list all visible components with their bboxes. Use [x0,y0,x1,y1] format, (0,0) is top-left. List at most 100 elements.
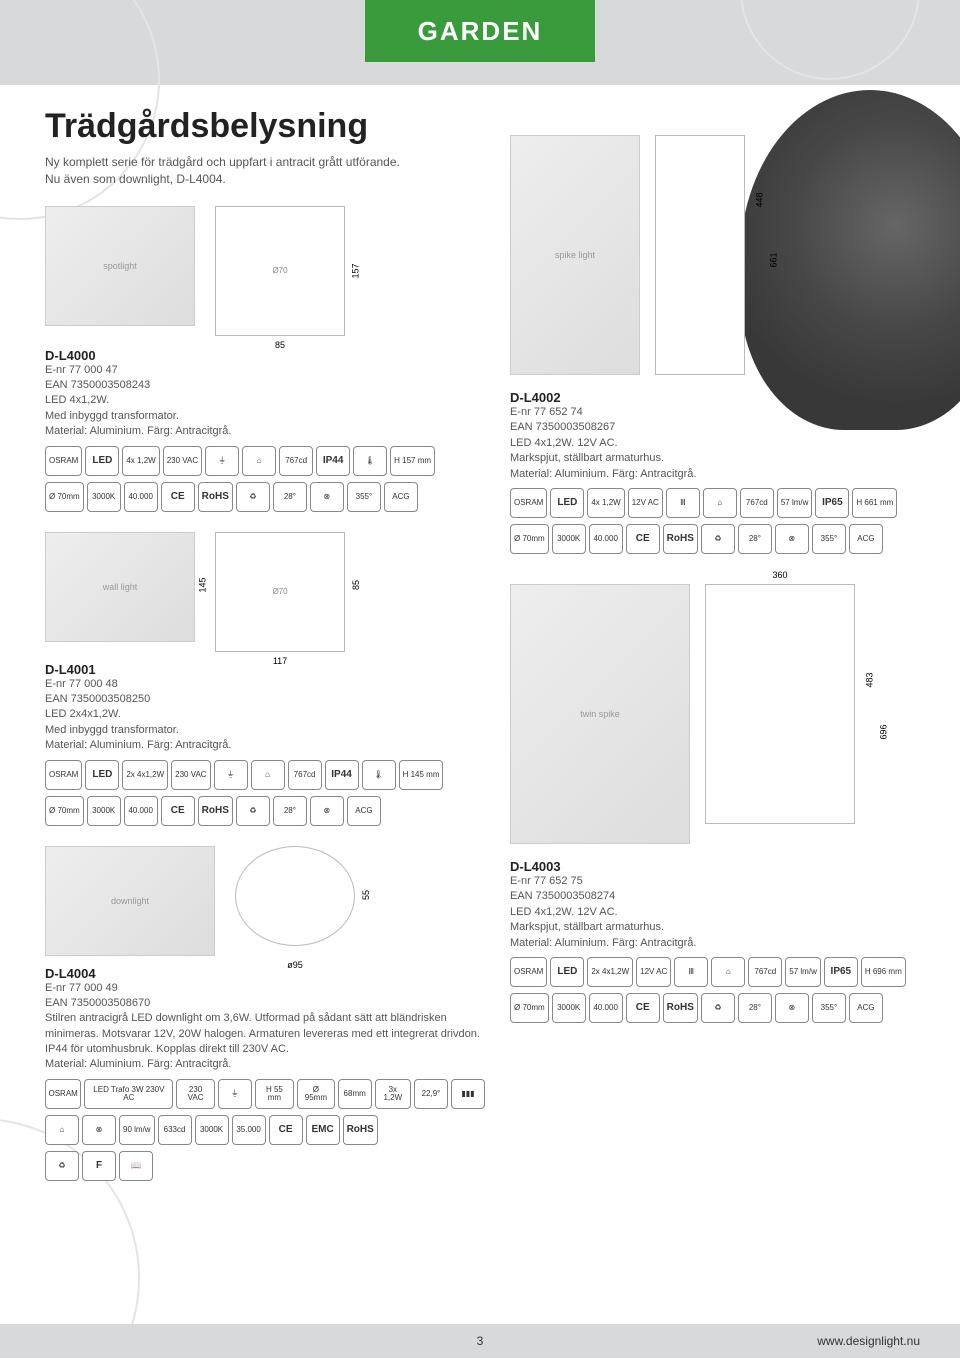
spec-ip-icon: IP44 [316,446,350,476]
product-photo-dl4004: downlight [45,846,215,956]
dimension-diagram-dl4001: Ø70 [215,532,345,652]
spec-vac-icon: 230 VAC [176,1079,214,1109]
page-number: 3 [477,1334,484,1348]
spec-rotate-icon: ⊗ [310,482,344,512]
intro-text: Ny komplett serie för trädgård och uppfa… [45,154,405,188]
product-dl4000: D-L4000 E-nr 77 000 47 EAN 7350003508243… [45,348,500,512]
spec-trafo-icon: LED Trafo 3W 230V AC [84,1079,173,1109]
spec-icons-row: Ø 70mm 3000K 40.000 CE RoHS ♻ 28° ⊗ ACG [45,796,500,826]
spec-ground-icon: ⏚ [218,1079,252,1109]
spec-life-icon: 40.000 [124,482,158,512]
spec-osram-icon: OSRAM [45,1079,81,1109]
spec-height-icon: H 145 mm [399,760,444,790]
footer-url: www.designlight.nu [817,1334,920,1348]
spec-tilt-icon: 355° [347,482,381,512]
product-enr: E-nr 77 000 49 [45,981,485,996]
product-ean: EAN 7350003508243 [45,378,500,393]
spec-vac-icon: 230 VAC [163,446,202,476]
spec-cd-icon: 633cd [158,1115,192,1145]
spec-angle-icon: 28° [273,482,307,512]
dim-label: ø95 [287,960,303,970]
dimension-diagram-dl4004 [235,846,355,946]
dim-label: 85 [275,340,285,350]
dim-label: 55 [361,889,371,899]
spec-vac-icon: 230 VAC [171,760,210,790]
spec-book-icon: 📖 [119,1151,153,1181]
spec-rotate-icon: ⊗ [310,796,344,826]
spec-house-icon: ⌂ [251,760,285,790]
dimension-diagram-dl4000: Ø70 [215,206,345,336]
product-led: LED 4x1,2W. [45,393,500,408]
dim-label: 157 [350,263,360,278]
product-desc: Material: Aluminium. Färg: Antracitgrå. [45,738,500,753]
spec-life-icon: 35.000 [232,1115,266,1145]
product-desc: Material: Aluminium. Färg: Antracitgrå. [45,1057,485,1072]
spec-cct-icon: 3000K [195,1115,229,1145]
dim-label: 85 [351,580,361,590]
spec-temp-icon: 🌡 [353,446,387,476]
product-name: D-L4004 [45,966,485,981]
product-enr: E-nr 77 000 47 [45,363,500,378]
spec-life-icon: 40.000 [124,796,158,826]
spec-ground-icon: ⏚ [214,760,248,790]
spec-bars-icon: ▮▮▮ [451,1079,485,1109]
product-led: LED 2x4x1,2W. [45,707,500,722]
product-dl4001: D-L4001 E-nr 77 000 48 EAN 7350003508250… [45,662,500,826]
spec-diameter-icon: Ø 70mm [45,482,84,512]
product-desc: Med inbyggd transformator. [45,723,500,738]
spec-watt-icon: 4x 1,2W [122,446,159,476]
spec-ground-icon: ⏚ [205,446,239,476]
product-ean: EAN 7350003508670 [45,996,485,1011]
spec-icons-row: OSRAM LED Trafo 3W 230V AC 230 VAC ⏚ H 5… [45,1079,485,1109]
spec-icons-row: ♻ F 📖 [45,1151,485,1181]
page-title: Trädgårdsbelysning [45,107,500,146]
spec-rotate-icon: ⊗ [82,1115,116,1145]
spec-cutout-icon: 68mm [338,1079,372,1109]
spec-icons-row: OSRAM LED 2x 4x1,2W 230 VAC ⏚ ⌂ 767cd IP… [45,760,500,790]
spec-cd-icon: 767cd [279,446,313,476]
spec-osram-icon: OSRAM [45,760,82,790]
dim-label: 117 [273,656,287,666]
spec-ce-icon: CE [161,482,195,512]
product-name: D-L4000 [45,348,500,363]
spec-weee-icon: ♻ [45,1151,79,1181]
spec-emc-icon: EMC [306,1115,340,1145]
spec-acg-icon: ACG [347,796,381,826]
spec-icons-row: Ø 70mm 3000K 40.000 CE RoHS ♻ 28° ⊗ 355°… [45,482,500,512]
spec-diameter-icon: Ø 95mm [297,1079,335,1109]
spec-weee-icon: ♻ [236,482,270,512]
spec-cct-icon: 3000K [87,482,121,512]
spec-ip-icon: IP44 [325,760,359,790]
spec-osram-icon: OSRAM [45,446,82,476]
dim-label: 145 [198,577,208,592]
spec-temp-icon: 🌡 [362,760,396,790]
spec-rohs-icon: RoHS [198,796,233,826]
spec-f-icon: F [82,1151,116,1181]
spec-icons-row: OSRAM LED 4x 1,2W 230 VAC ⏚ ⌂ 767cd IP44… [45,446,500,476]
spec-cd-icon: 767cd [288,760,322,790]
spec-height-icon: H 157 mm [390,446,435,476]
spec-acg-icon: ACG [384,482,418,512]
spec-house-icon: ⌂ [242,446,276,476]
spec-angle-icon: 22,9° [414,1079,448,1109]
product-desc: Material: Aluminium. Färg: Antracitgrå. [45,424,500,439]
page-footer: 3 www.designlight.nu [0,1324,960,1358]
spec-angle-icon: 28° [273,796,307,826]
product-photo-dl4001: wall light [45,532,195,642]
spec-ce-icon: CE [269,1115,303,1145]
spec-led-icon: LED [85,446,119,476]
category-tab: GARDEN [365,0,595,62]
product-photo-dl4000: spotlight [45,206,195,326]
spec-diameter-icon: Ø 70mm [45,796,84,826]
spec-cct-icon: 3000K [87,796,121,826]
spec-ce-icon: CE [161,796,195,826]
spec-weee-icon: ♻ [236,796,270,826]
spec-icons-row: ⌂ ⊗ 90 lm/w 633cd 3000K 35.000 CE EMC Ro… [45,1115,485,1145]
product-desc: Med inbyggd transformator. [45,409,500,424]
spec-house-icon: ⌂ [45,1115,79,1145]
spec-led-icon: LED [85,760,119,790]
spec-lmw-icon: 90 lm/w [119,1115,155,1145]
spec-watt-icon: 3x 1,2W [375,1079,411,1109]
spec-watt-icon: 2x 4x1,2W [122,760,168,790]
spec-rohs-icon: RoHS [343,1115,378,1145]
